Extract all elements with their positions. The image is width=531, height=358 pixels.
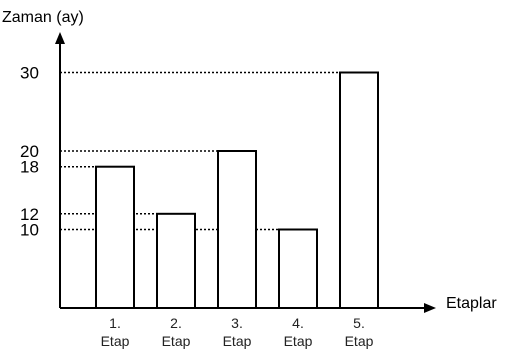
x-tick-labels: 1. Etap 2. Etap 3. Etap 4. Etap 5. Etap [101, 315, 374, 349]
x-axis-arrow [424, 303, 436, 313]
y-tick-label: 12 [20, 205, 39, 224]
bar [156, 212, 196, 309]
x-tick-label: 3. Etap [223, 315, 252, 349]
bars [95, 71, 379, 309]
x-tick-label: 4. Etap [284, 315, 313, 349]
x-tick-label: 5. Etap [345, 315, 374, 349]
y-tick-label: 30 [20, 64, 39, 83]
bar [217, 150, 257, 309]
y-tick-label: 20 [20, 142, 39, 161]
y-axis-arrow [55, 32, 65, 44]
y-axis-label: Zaman (ay) [2, 9, 84, 26]
x-axis-label: Etaplar [446, 295, 497, 312]
axes [55, 32, 436, 313]
y-tick-label: 18 [20, 158, 39, 177]
x-tick-label: 1. Etap [101, 315, 130, 349]
bar [95, 165, 135, 309]
y-tick-label: 10 [20, 221, 39, 240]
x-tick-label: 2. Etap [162, 315, 191, 349]
bar [278, 228, 318, 309]
bar [339, 71, 379, 309]
